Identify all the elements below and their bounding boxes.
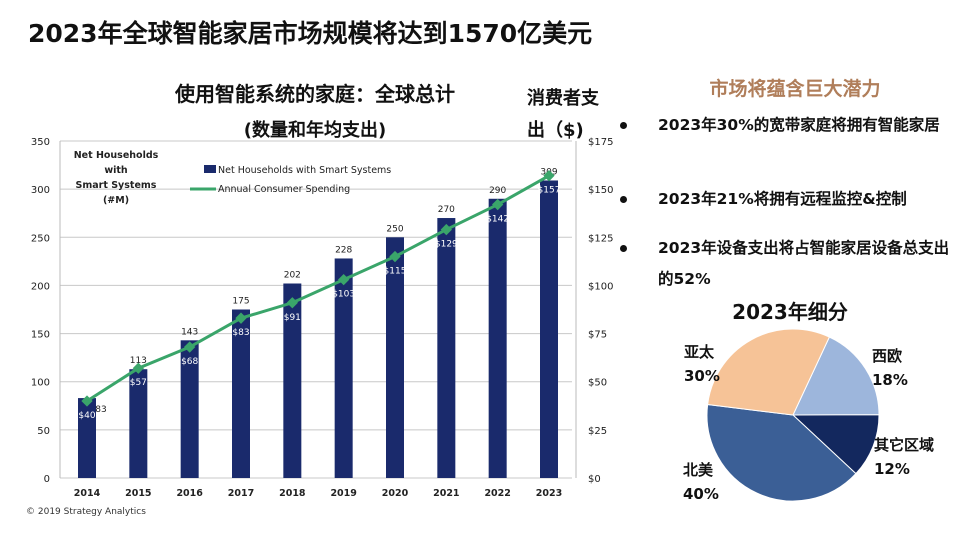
bar-value-label: 290 xyxy=(489,186,506,196)
spending-line xyxy=(86,174,550,403)
line-value-label: $142 xyxy=(486,215,509,225)
line-value-label: $129 xyxy=(435,240,458,250)
pie-slice xyxy=(707,328,831,416)
x-tick-label: 2021 xyxy=(433,488,459,499)
y2-tick-label: $100 xyxy=(588,281,613,292)
x-tick-label: 2017 xyxy=(228,488,254,499)
y2-tick-label: $75 xyxy=(588,330,607,341)
legend-label: Net Households with Smart Systems xyxy=(218,165,391,176)
y-tick-label: 300 xyxy=(31,185,50,196)
axis-note: (#M) xyxy=(103,195,129,206)
bar xyxy=(78,398,96,478)
line-marker xyxy=(543,170,555,182)
x-tick-label: 2023 xyxy=(536,488,562,499)
line-value-label: $115 xyxy=(384,267,407,277)
bar xyxy=(488,198,507,478)
line-value-label: $91 xyxy=(284,313,301,323)
bullet-item: 2023年30%的宽带家庭将拥有智能家居 xyxy=(620,110,950,141)
line-value-label: $40 xyxy=(78,411,95,421)
y2-tick-label: $125 xyxy=(588,233,613,244)
y-tick-label: 350 xyxy=(31,137,50,148)
x-tick-label: 2014 xyxy=(74,488,101,499)
line-value-label: $83 xyxy=(232,328,249,338)
chart-subtitle: (数量和年均支出) xyxy=(243,120,387,141)
line-value-label: $57 xyxy=(130,378,147,388)
line-value-label: $103 xyxy=(332,290,355,300)
bar xyxy=(129,369,148,478)
line-marker xyxy=(286,297,298,309)
line-marker xyxy=(338,273,350,286)
bar-value-label: 250 xyxy=(386,224,403,234)
bar xyxy=(386,237,404,478)
bar-value-label: 175 xyxy=(232,297,249,307)
y2-tick-label: $50 xyxy=(588,378,607,389)
right-axis-label-2: 出（$) xyxy=(527,120,584,141)
y2-tick-label: $175 xyxy=(588,137,613,148)
y2-tick-label: $25 xyxy=(588,426,607,437)
bar-value-label: 228 xyxy=(335,245,352,255)
bar-value-label: 143 xyxy=(181,327,198,337)
y-tick-label: 0 xyxy=(44,474,50,485)
panel-title: 市场将蕴含巨大潜力 xyxy=(709,78,881,100)
bar xyxy=(232,309,250,478)
x-tick-label: 2020 xyxy=(382,488,409,499)
y2-tick-label: $150 xyxy=(588,185,613,196)
pie-slice xyxy=(792,336,880,416)
source-note: © 2019 Strategy Analytics xyxy=(26,507,146,517)
bar xyxy=(540,180,558,478)
line-marker xyxy=(492,198,504,211)
pie-chart xyxy=(706,328,880,502)
line-value-label: $68 xyxy=(181,357,198,367)
bullet-dot-icon xyxy=(620,196,627,203)
line-marker xyxy=(235,312,247,324)
pie-title: 2023年细分 xyxy=(732,300,848,324)
pie-slice xyxy=(791,414,880,475)
page-title: 2023年全球智能家居市场规模将达到1570亿美元 xyxy=(28,19,593,48)
line-marker xyxy=(184,341,196,353)
y-tick-label: 100 xyxy=(31,378,50,389)
bar xyxy=(180,340,199,478)
bar-value-label: 202 xyxy=(284,271,301,281)
bar-value-label: 83 xyxy=(95,405,106,415)
bar xyxy=(437,218,456,478)
pie-label-north-america: 北美 40% xyxy=(683,461,719,503)
y-tick-label: 150 xyxy=(31,330,50,341)
x-tick-label: 2015 xyxy=(125,488,151,499)
legend-label: Annual Consumer Spending xyxy=(218,184,350,195)
chart-title: 使用智能系统的家庭：全球总计 xyxy=(175,82,455,106)
bar-value-label: 270 xyxy=(438,205,455,215)
legend-swatch-bar xyxy=(204,165,216,173)
right-axis-label: 消费者支 xyxy=(527,88,599,109)
line-marker xyxy=(132,362,144,374)
bullet-item: 2023年21%将拥有远程监控&控制 xyxy=(620,184,950,215)
y-tick-label: 250 xyxy=(31,233,50,244)
bullet-item: 2023年设备支出将占智能家居设备总支出的52% xyxy=(620,233,950,295)
pie-label-other: 其它区域 12% xyxy=(874,436,935,478)
bar xyxy=(283,283,302,478)
bar-value-label: 113 xyxy=(130,356,147,366)
bullet-dot-icon xyxy=(620,245,627,252)
x-tick-label: 2019 xyxy=(330,488,356,499)
axis-note: with xyxy=(104,165,128,176)
pie-slice xyxy=(706,403,857,502)
bar xyxy=(334,258,353,478)
y-tick-label: 50 xyxy=(37,426,50,437)
y2-tick-label: $0 xyxy=(588,474,601,485)
axis-note: Smart Systems xyxy=(76,180,157,191)
pie-label-apac: 亚太 30% xyxy=(684,343,720,385)
x-tick-label: 2016 xyxy=(176,488,203,499)
bar-line-chart: 0 50 100 150 200 250 300 350 $0 $25 $50 $75 $100 $125… xyxy=(31,137,614,499)
bullet-dot-icon xyxy=(620,122,627,129)
line-marker xyxy=(440,223,452,236)
pie-label-western-europe: 西欧 18% xyxy=(872,347,908,389)
x-tick-label: 2022 xyxy=(484,488,510,499)
y-tick-label: 200 xyxy=(31,281,50,292)
x-tick-label: 2018 xyxy=(279,488,306,499)
line-value-label: $157 xyxy=(538,186,561,196)
axis-note: Net Households xyxy=(74,150,159,161)
